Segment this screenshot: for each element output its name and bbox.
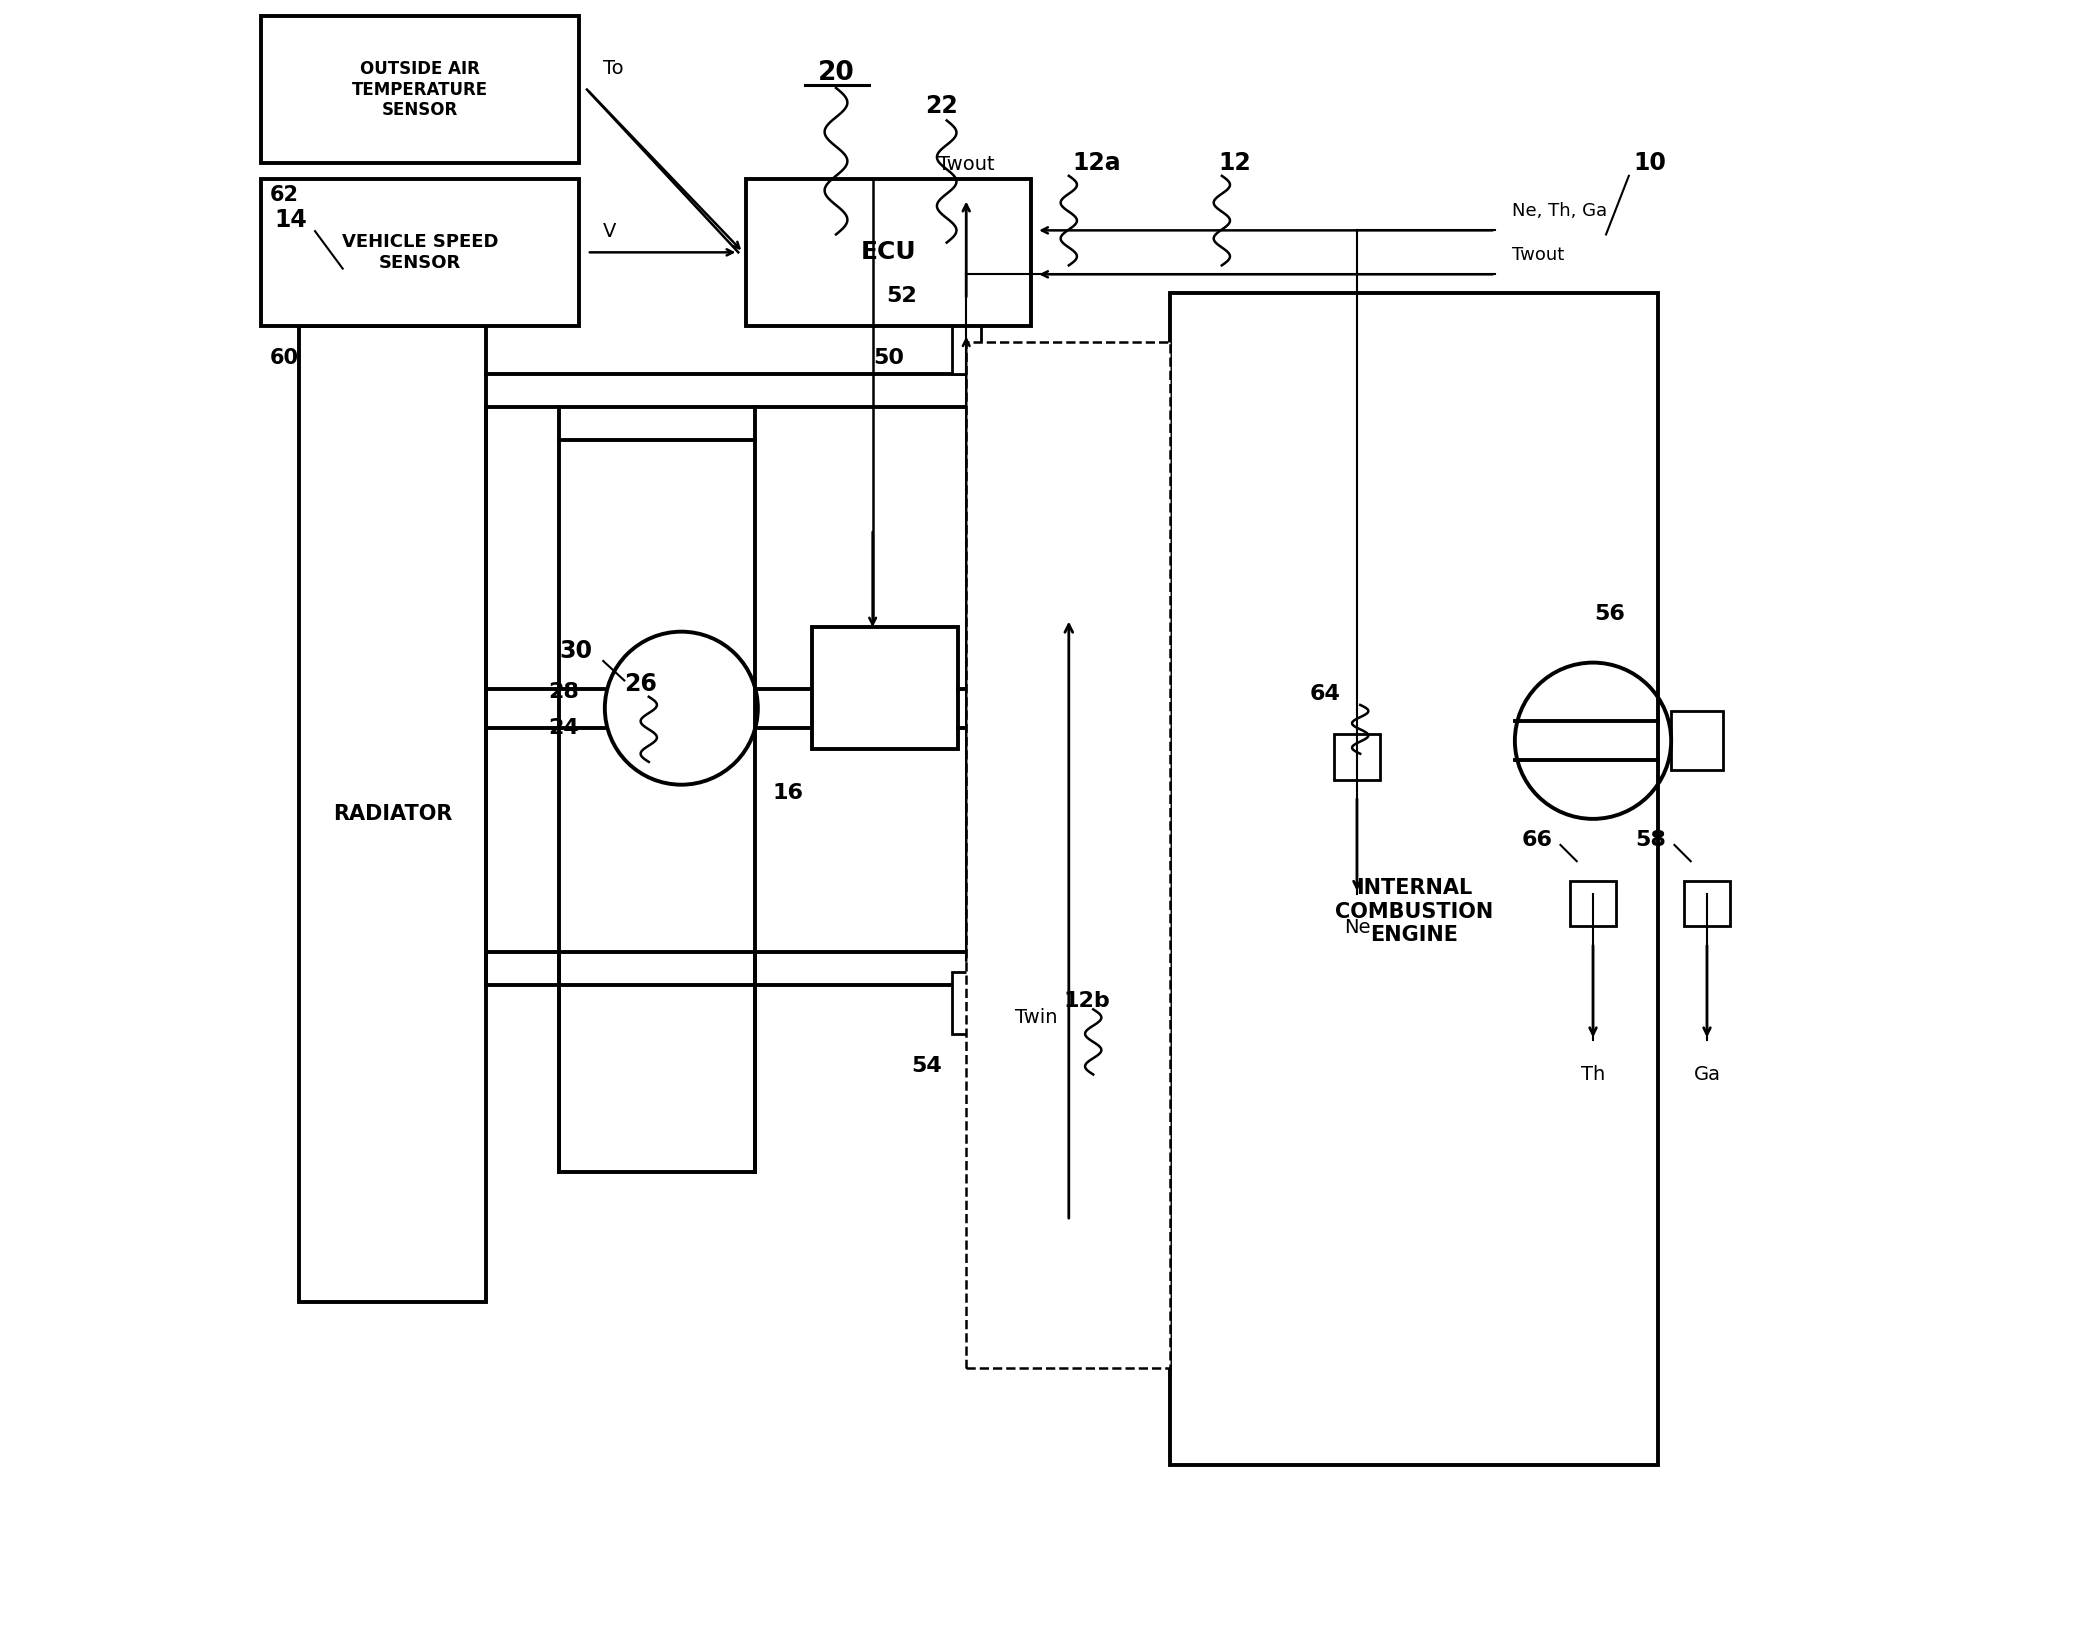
Text: Ga: Ga (1694, 1065, 1721, 1084)
Text: 54: 54 (911, 1057, 942, 1076)
Text: 16: 16 (773, 783, 802, 803)
Text: 20: 20 (817, 60, 854, 86)
Text: 28: 28 (549, 682, 578, 702)
Text: 30: 30 (559, 640, 593, 663)
Text: INTERNAL
COMBUSTION
ENGINE: INTERNAL COMBUSTION ENGINE (1335, 879, 1493, 944)
Text: 60: 60 (270, 348, 299, 368)
Text: 12b: 12b (1064, 991, 1110, 1011)
Text: Twout: Twout (1511, 246, 1563, 264)
Text: 12a: 12a (1073, 151, 1121, 174)
Bar (559, 440, 755, 1172)
Bar (1570, 881, 1615, 926)
Text: Twin: Twin (1015, 1008, 1058, 1027)
Text: Twout: Twout (938, 155, 994, 174)
Text: 10: 10 (1634, 151, 1667, 174)
Text: To: To (603, 59, 624, 78)
Text: 52: 52 (886, 287, 917, 306)
Text: 66: 66 (1522, 830, 1553, 850)
Bar (952, 972, 981, 1034)
Bar (299, 326, 486, 1302)
Text: Th: Th (1580, 1065, 1605, 1084)
Bar (746, 179, 1031, 326)
Text: Ne: Ne (1343, 918, 1370, 938)
Text: V: V (603, 221, 617, 241)
Text: 58: 58 (1636, 830, 1665, 850)
Text: Ne, Th, Ga: Ne, Th, Ga (1511, 202, 1607, 220)
Text: RADIATOR: RADIATOR (333, 804, 451, 824)
Text: VEHICLE SPEED
SENSOR: VEHICLE SPEED SENSOR (341, 233, 499, 272)
Bar (1672, 711, 1723, 770)
Bar (1684, 881, 1730, 926)
Text: 26: 26 (624, 672, 657, 695)
Text: 50: 50 (873, 348, 904, 368)
Bar (952, 313, 981, 374)
Text: 56: 56 (1595, 604, 1624, 624)
Text: 24: 24 (549, 718, 578, 737)
Text: 14: 14 (274, 208, 308, 231)
Text: ECU: ECU (861, 241, 917, 264)
Text: 64: 64 (1310, 684, 1341, 703)
Bar (262, 179, 578, 326)
Text: 62: 62 (270, 186, 299, 205)
Bar (262, 16, 578, 163)
Bar (1170, 293, 1659, 1465)
Text: 12: 12 (1218, 151, 1252, 174)
Bar (1335, 734, 1380, 780)
Bar (811, 627, 958, 749)
Bar (967, 342, 1170, 1368)
Text: OUTSIDE AIR
TEMPERATURE
SENSOR: OUTSIDE AIR TEMPERATURE SENSOR (351, 60, 489, 119)
Text: 22: 22 (925, 94, 958, 117)
